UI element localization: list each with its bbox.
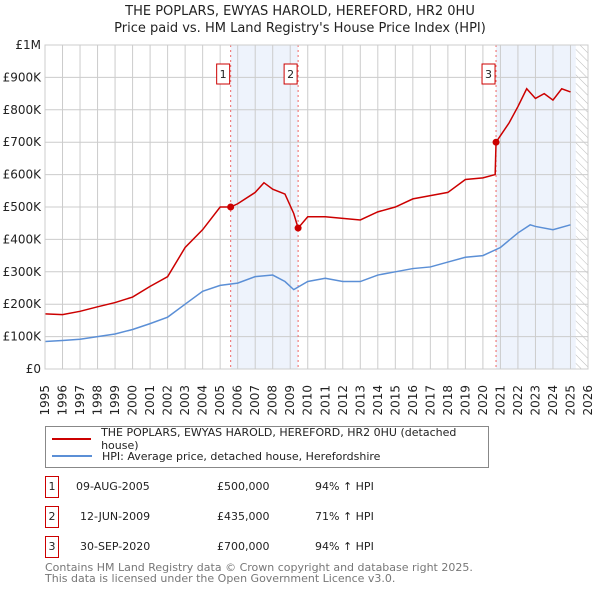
y-tick-label: £200K bbox=[3, 297, 43, 311]
x-tick-label: 2011 bbox=[318, 385, 332, 416]
legend: THE POPLARS, EWYAS HAROLD, HEREFORD, HR2… bbox=[45, 426, 489, 468]
x-tick-label: 2012 bbox=[336, 385, 350, 416]
marker-label: 2 bbox=[287, 68, 294, 81]
y-tick-label: £500K bbox=[3, 200, 43, 214]
x-tick-label: 1996 bbox=[56, 385, 70, 416]
sale-point bbox=[294, 224, 302, 232]
x-tick-label: 2016 bbox=[406, 385, 420, 416]
footer-line: This data is licensed under the Open Gov… bbox=[45, 572, 396, 585]
y-tick-label: £700K bbox=[3, 135, 43, 149]
x-tick-label: 1999 bbox=[108, 385, 122, 416]
transaction-hpi: 71% ↑ HPI bbox=[315, 510, 374, 523]
x-tick-label: 2008 bbox=[266, 385, 280, 416]
transaction-date: 09-AUG-2005 bbox=[76, 480, 150, 493]
transaction-row: 3 30-SEP-2020 £700,000 94% ↑ HPI bbox=[45, 536, 445, 558]
x-tick-label: 2019 bbox=[458, 385, 472, 416]
transaction-row: 1 09-AUG-2005 £500,000 94% ↑ HPI bbox=[45, 476, 445, 498]
price-line bbox=[44, 87, 571, 316]
x-tick-label: 2009 bbox=[283, 385, 297, 416]
y-tick-label: £1M bbox=[15, 38, 41, 52]
footer-line: Contains HM Land Registry data © Crown c… bbox=[45, 561, 473, 574]
x-tick-label: 2026 bbox=[581, 385, 595, 416]
transaction-date: 30-SEP-2020 bbox=[80, 540, 151, 553]
x-tick-label: 2017 bbox=[423, 385, 437, 416]
transaction-price: £700,000 bbox=[217, 540, 270, 553]
x-tick-label: 2023 bbox=[528, 385, 542, 416]
legend-swatch-blue bbox=[52, 455, 92, 457]
transaction-row: 2 12-JUN-2009 £435,000 71% ↑ HPI bbox=[45, 506, 445, 528]
y-tick-label: £300K bbox=[3, 265, 43, 279]
chart-title: THE POPLARS, EWYAS HAROLD, HEREFORD, HR2… bbox=[125, 4, 475, 19]
footer: Contains HM Land Registry data © Crown c… bbox=[45, 562, 473, 584]
x-tick-label: 2007 bbox=[248, 385, 262, 416]
x-tick-label: 2002 bbox=[161, 385, 175, 416]
sale-point bbox=[492, 138, 500, 146]
legend-swatch-red bbox=[52, 438, 92, 440]
x-tick-label: 2003 bbox=[178, 385, 192, 416]
y-tick-label: £800K bbox=[3, 103, 43, 117]
y-tick-label: £100K bbox=[3, 330, 43, 344]
marker-label: 1 bbox=[220, 68, 227, 81]
y-tick-label: £600K bbox=[3, 168, 43, 182]
x-tick-label: 2014 bbox=[371, 385, 385, 416]
x-tick-label: 1997 bbox=[73, 385, 87, 416]
x-tick-label: 2021 bbox=[493, 385, 507, 416]
y-tick-label: £400K bbox=[3, 232, 43, 246]
transaction-price: £500,000 bbox=[217, 480, 270, 493]
price-chart: 1995 1996 1997 1998 1999 2000 2001 2002 2003 2004… bbox=[3, 38, 595, 416]
y-tick-label: £900K bbox=[3, 70, 43, 84]
hpi-line bbox=[44, 223, 571, 343]
y-tick-label: £0 bbox=[26, 362, 41, 376]
marker-badge: 3 bbox=[45, 536, 59, 558]
x-tick-label: 2024 bbox=[546, 385, 560, 416]
legend-label: HPI: Average price, detached house, Here… bbox=[102, 449, 381, 463]
sale-point bbox=[227, 203, 235, 211]
x-tick-label: 2006 bbox=[231, 385, 245, 416]
transaction-hpi: 94% ↑ HPI bbox=[315, 540, 374, 553]
x-tick-label: 2022 bbox=[511, 385, 525, 416]
x-tick-label: 2000 bbox=[126, 385, 140, 416]
marker-badge: 2 bbox=[45, 506, 59, 528]
chart-subtitle: Price paid vs. HM Land Registry's House … bbox=[114, 21, 486, 36]
x-tick-label: 2015 bbox=[388, 385, 402, 416]
marker-badge: 1 bbox=[45, 476, 59, 498]
transaction-hpi: 94% ↑ HPI bbox=[315, 480, 374, 493]
x-tick-label: 2020 bbox=[476, 385, 490, 416]
x-tick-label: 2025 bbox=[563, 385, 577, 416]
x-tick-label: 2004 bbox=[196, 385, 210, 416]
transaction-price: £435,000 bbox=[217, 510, 270, 523]
marker-badge bbox=[481, 63, 496, 85]
legend-label: THE POPLARS, EWYAS HAROLD, HEREFORD, HR2… bbox=[101, 426, 457, 452]
marker-badge bbox=[216, 63, 231, 85]
plot-border bbox=[44, 44, 589, 370]
x-tick-label: 2013 bbox=[353, 385, 367, 416]
x-tick-label: 2010 bbox=[301, 385, 315, 416]
x-tick-label: 2018 bbox=[441, 385, 455, 416]
x-tick-label: 1995 bbox=[38, 385, 52, 416]
marker-badge bbox=[283, 63, 298, 85]
x-tick-label: 1998 bbox=[91, 385, 105, 416]
x-tick-label: 2001 bbox=[143, 385, 157, 416]
transaction-date: 12-JUN-2009 bbox=[80, 510, 151, 523]
x-tick-label: 2005 bbox=[213, 385, 227, 416]
marker-label: 3 bbox=[485, 68, 492, 81]
